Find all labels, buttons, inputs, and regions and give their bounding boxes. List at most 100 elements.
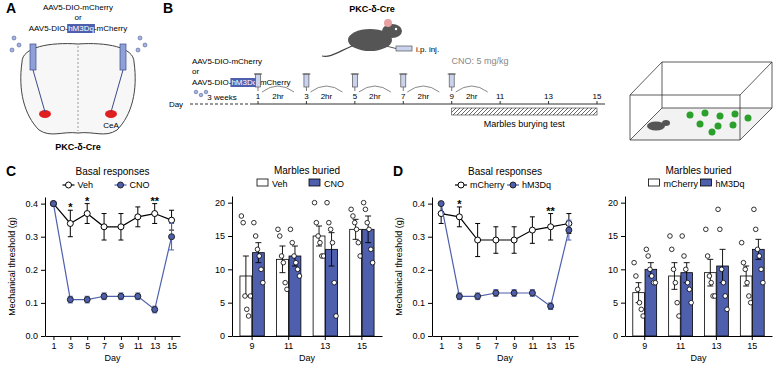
data-point bbox=[493, 237, 499, 243]
virus-icon bbox=[17, 43, 21, 47]
error-bar bbox=[135, 207, 140, 227]
highlight-box bbox=[67, 24, 95, 33]
data-point bbox=[279, 254, 284, 259]
brain-outline bbox=[21, 44, 135, 134]
tick-label: 13 bbox=[320, 341, 330, 351]
tick-mark bbox=[228, 303, 232, 304]
data-point bbox=[328, 227, 333, 232]
data-point bbox=[718, 227, 723, 232]
tick: 0.0 bbox=[412, 331, 432, 341]
tick-label: 10 bbox=[608, 265, 618, 275]
error-bar bbox=[118, 293, 123, 300]
tick: 9 bbox=[642, 336, 647, 351]
plot-area bbox=[632, 207, 765, 336]
bar bbox=[362, 229, 374, 336]
tick-mark bbox=[569, 336, 570, 340]
tick: 11 bbox=[134, 336, 143, 351]
virus-label-part: -mCherry bbox=[257, 78, 290, 87]
tick-label: 15 bbox=[747, 341, 757, 351]
tick-label: 11 bbox=[676, 341, 685, 351]
tick-mark bbox=[621, 269, 625, 270]
bar bbox=[669, 276, 681, 336]
panel-label: A bbox=[6, 0, 16, 16]
data-point bbox=[277, 234, 282, 239]
tick: 1 bbox=[51, 336, 56, 351]
data-point bbox=[252, 220, 257, 225]
virus-label: AAV5-DIO-hM3Dq-mCherry bbox=[29, 24, 128, 33]
data-point bbox=[456, 293, 462, 299]
data-point bbox=[239, 214, 244, 219]
data-point bbox=[361, 200, 366, 205]
tick-mark bbox=[41, 204, 45, 205]
tick-label: 1 bbox=[439, 341, 444, 351]
chart-title: Marbles buried bbox=[274, 165, 340, 176]
virus-icon bbox=[138, 36, 142, 40]
error-bar bbox=[755, 239, 761, 259]
tick: 15 bbox=[608, 231, 625, 241]
midline bbox=[78, 46, 79, 131]
legend-item: Veh bbox=[63, 180, 94, 190]
tick-label: 9 bbox=[250, 341, 255, 351]
legend-item: Veh bbox=[257, 179, 288, 189]
tick-mark bbox=[532, 336, 533, 340]
tick: 0.1 bbox=[25, 298, 45, 308]
tick: 0.0 bbox=[25, 331, 45, 341]
syringe-icon bbox=[30, 44, 45, 112]
bar bbox=[740, 276, 752, 336]
route-label: i.p. inj. bbox=[416, 45, 439, 54]
tick: 0.1 bbox=[412, 298, 432, 308]
legend-label: CNO bbox=[130, 180, 150, 190]
error-bar bbox=[68, 210, 73, 236]
tick-mark bbox=[428, 237, 432, 238]
data-point bbox=[725, 307, 730, 312]
tick: 0 bbox=[613, 331, 625, 341]
data-point bbox=[675, 300, 680, 305]
tick: 13 bbox=[711, 336, 721, 351]
tick-label: 5 bbox=[85, 341, 90, 351]
data-point bbox=[716, 207, 721, 212]
tick-mark bbox=[551, 336, 552, 340]
tick-label: 13 bbox=[546, 341, 556, 351]
error-bar bbox=[316, 226, 322, 246]
tick-mark bbox=[138, 336, 139, 340]
tick-mark bbox=[70, 336, 71, 340]
tick-mark bbox=[41, 303, 45, 304]
data-point bbox=[493, 290, 499, 296]
tick-label: 13 bbox=[711, 341, 721, 351]
data-point bbox=[84, 297, 90, 303]
tick-mark bbox=[41, 237, 45, 238]
axis: 13579111315 bbox=[433, 336, 579, 351]
error-bar bbox=[329, 233, 335, 266]
data-point bbox=[152, 307, 158, 313]
data-point bbox=[639, 307, 644, 312]
virus-label-part: hM3Dq bbox=[68, 24, 94, 33]
error-bar bbox=[85, 296, 90, 303]
tick: 3 bbox=[68, 336, 73, 351]
error-bar bbox=[118, 214, 123, 240]
data-point bbox=[511, 237, 517, 243]
bar bbox=[289, 256, 301, 336]
data-point bbox=[668, 234, 673, 239]
tick-mark bbox=[644, 336, 645, 340]
tick-mark bbox=[621, 303, 625, 304]
tick-mark bbox=[172, 336, 173, 340]
data-point bbox=[255, 247, 260, 252]
tick: 11 bbox=[284, 336, 293, 351]
data-point bbox=[318, 240, 323, 245]
tick: 15 bbox=[167, 336, 177, 351]
data-point bbox=[644, 247, 649, 252]
x-axis-title: Day bbox=[299, 353, 316, 363]
data-point bbox=[635, 287, 640, 292]
tick-mark bbox=[41, 270, 45, 271]
mouse-line-label: PKC-δ-Cre bbox=[55, 142, 100, 152]
data-point bbox=[259, 267, 264, 272]
arena-icon bbox=[630, 62, 772, 140]
tick-label: 15 bbox=[215, 231, 225, 241]
day-tick bbox=[597, 101, 598, 104]
legend-label: hM3Dq bbox=[716, 179, 745, 189]
axis: 05101520 bbox=[215, 197, 233, 342]
data-point bbox=[743, 267, 748, 272]
syringe-icon bbox=[302, 74, 310, 91]
data-point bbox=[241, 220, 246, 225]
legend-label: mCherry bbox=[470, 180, 505, 190]
